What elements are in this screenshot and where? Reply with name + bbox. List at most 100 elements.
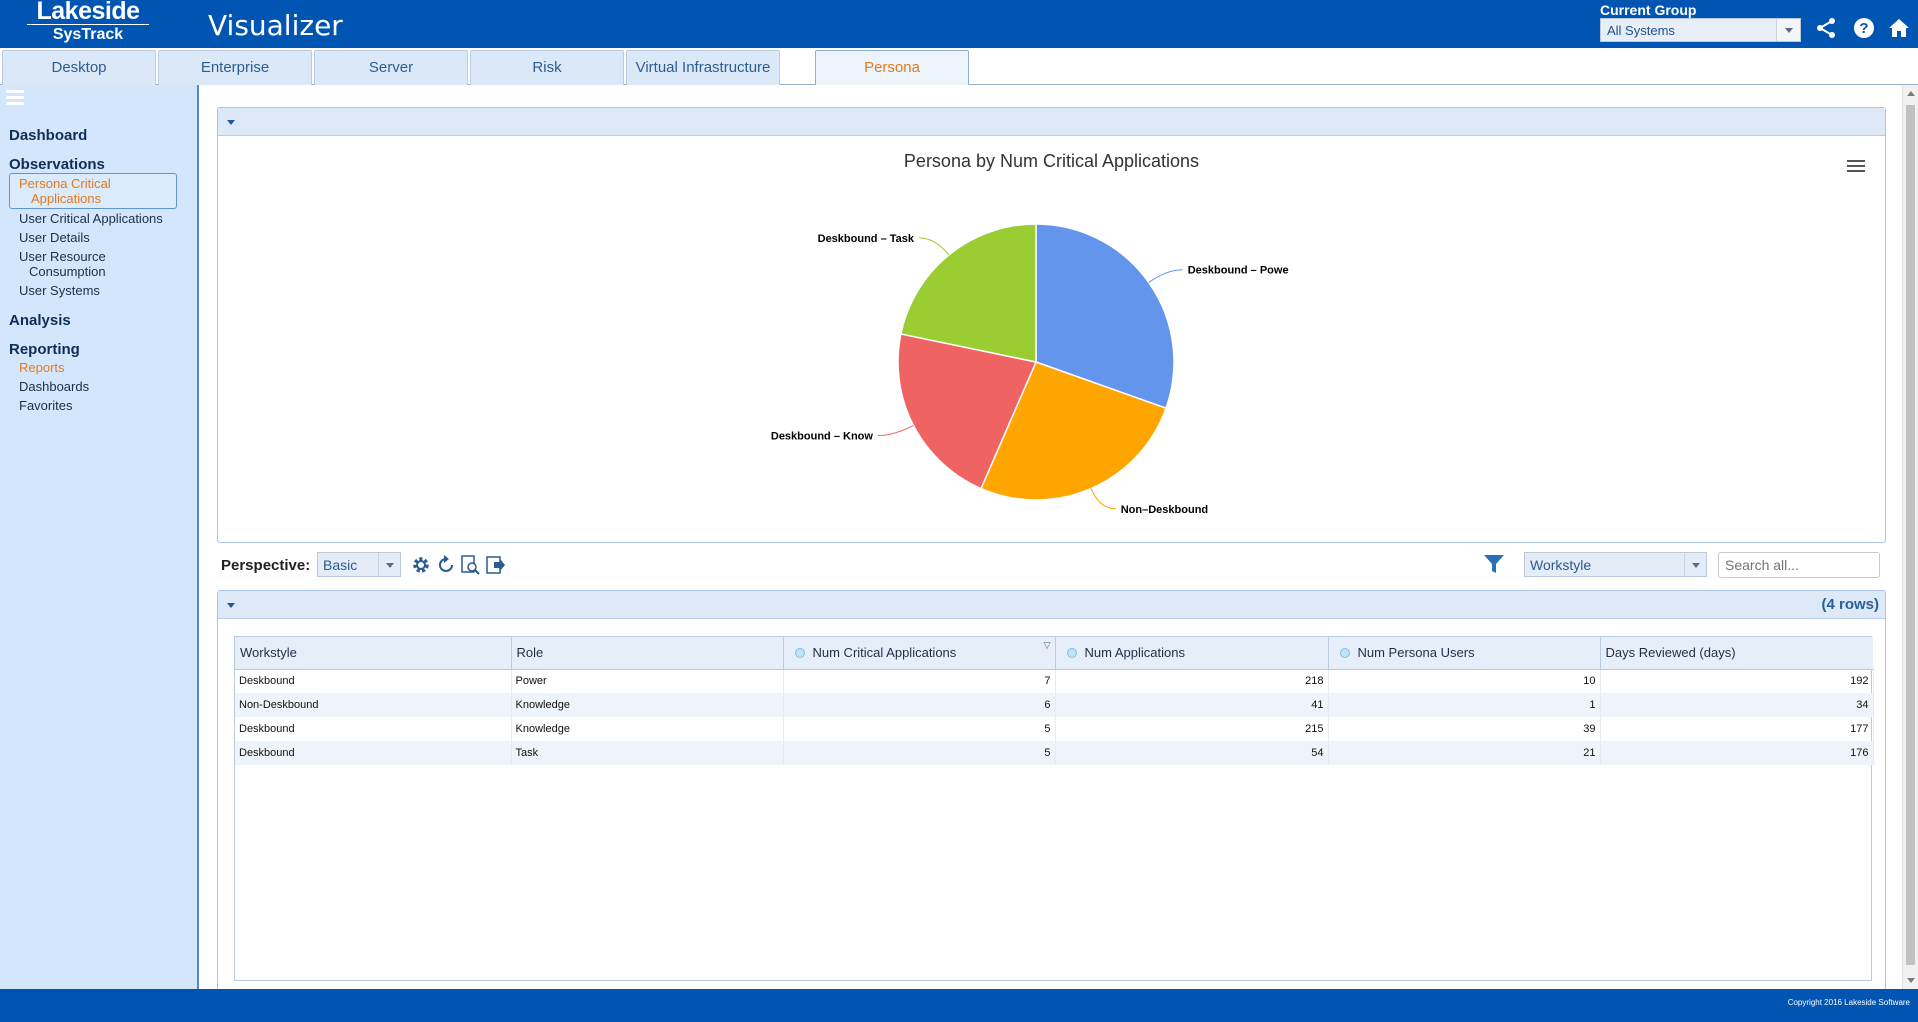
column-header-num-applications[interactable]: Num Applications xyxy=(1054,637,1329,670)
column-toggle-icon[interactable] xyxy=(794,648,805,659)
share-icon[interactable] xyxy=(1815,17,1837,39)
cell-num-persona-users: 21 xyxy=(1328,741,1601,765)
sidebar-item-user-systems[interactable]: User Systems xyxy=(19,283,100,298)
sidebar-item-favorites[interactable]: Favorites xyxy=(19,398,73,413)
tab-enterprise[interactable]: Enterprise xyxy=(158,50,312,85)
perspective-select[interactable]: Basic xyxy=(317,552,401,577)
pie-slice[interactable] xyxy=(980,361,1167,501)
workstyle-value: Workstyle xyxy=(1530,557,1592,573)
cell-workstyle: Deskbound xyxy=(235,669,512,693)
cell-num-persona-users: 10 xyxy=(1328,669,1601,693)
cell-days-reviewed: 176 xyxy=(1600,741,1874,765)
cell-role: Knowledge xyxy=(511,693,784,717)
hamburger-menu-icon[interactable] xyxy=(6,90,24,108)
sidebar-reporting[interactable]: Reporting xyxy=(9,341,80,358)
copyright-text: Copyright 2016 Lakeside Software xyxy=(1787,998,1910,1007)
perspective-label: Perspective: xyxy=(221,557,311,574)
current-group-select[interactable]: All Systems xyxy=(1600,18,1801,42)
pie-label: Deskbound – Task xyxy=(818,233,915,245)
current-group: Current Group All Systems xyxy=(1600,2,1801,42)
grid-panel-header: (4 rows) xyxy=(218,591,1885,619)
sidebar-observations[interactable]: Observations xyxy=(9,156,105,173)
scroll-up-icon[interactable] xyxy=(1907,91,1915,96)
pie-chart: Deskbound – Powe Non–Deskbound Deskbound –… xyxy=(771,223,1289,516)
sidebar-item-reports[interactable]: Reports xyxy=(19,360,65,375)
tab-virtual-infrastructure[interactable]: Virtual Infrastructure xyxy=(626,50,780,85)
chevron-down-icon[interactable] xyxy=(1684,553,1706,576)
chevron-down-icon[interactable] xyxy=(378,553,400,576)
sort-descending-icon[interactable]: ▽ xyxy=(1043,640,1051,650)
column-header-num-critical-applications[interactable]: Num Critical Applications ▽ xyxy=(782,637,1056,670)
collapse-caret-icon[interactable] xyxy=(227,120,235,125)
cell-num-applications: 41 xyxy=(1055,693,1329,717)
column-header-num-persona-users[interactable]: Num Persona Users xyxy=(1327,637,1601,670)
pie-slice[interactable] xyxy=(1035,223,1175,410)
svg-text:?: ? xyxy=(1859,20,1868,37)
sidebar-item-label: User Resource xyxy=(19,249,106,264)
refresh-icon[interactable] xyxy=(435,554,457,576)
tab-server[interactable]: Server xyxy=(314,50,468,85)
cell-role: Knowledge xyxy=(511,717,784,741)
chevron-down-icon[interactable] xyxy=(1776,19,1800,41)
pie-connector-line xyxy=(919,237,950,256)
pie-connector-line xyxy=(1148,269,1183,283)
sidebar-item-user-critical-applications[interactable]: User Critical Applications xyxy=(19,211,163,226)
collapse-caret-icon[interactable] xyxy=(227,603,235,608)
sidebar-dashboard[interactable]: Dashboard xyxy=(9,127,88,144)
chart-menu-icon[interactable] xyxy=(1847,160,1865,174)
column-toggle-icon[interactable] xyxy=(1066,648,1077,659)
cell-days-reviewed: 192 xyxy=(1600,669,1874,693)
cell-num-critical-applications: 5 xyxy=(783,741,1056,765)
logo-text-top: Lakeside xyxy=(27,0,149,25)
cell-days-reviewed: 34 xyxy=(1600,693,1874,717)
cell-num-critical-applications: 7 xyxy=(783,669,1056,693)
cell-num-persona-users: 1 xyxy=(1328,693,1601,717)
column-header-days-reviewed[interactable]: Days Reviewed (days) xyxy=(1599,637,1873,670)
table-row[interactable]: Deskbound Knowledge 5 215 39 177 xyxy=(235,717,1874,741)
cell-workstyle: Deskbound xyxy=(235,717,512,741)
column-header-workstyle[interactable]: Workstyle xyxy=(235,637,512,670)
sidebar-active-item-box xyxy=(9,173,177,209)
search-input[interactable] xyxy=(1718,552,1880,578)
app-header: Lakeside SysTrack Visualizer Current Gro… xyxy=(0,0,1918,48)
column-header-role[interactable]: Role xyxy=(510,637,784,670)
pie-connector-line xyxy=(1090,488,1116,510)
sidebar-item-user-details[interactable]: User Details xyxy=(19,230,90,245)
main-content: Persona by Num Critical Applications Des… xyxy=(201,85,1902,992)
cell-num-critical-applications: 6 xyxy=(783,693,1056,717)
cell-workstyle: Non-Deskbound xyxy=(235,693,512,717)
export-icon[interactable] xyxy=(484,554,506,576)
gear-icon[interactable] xyxy=(410,554,432,576)
table-row[interactable]: Deskbound Power 7 218 10 192 xyxy=(235,669,1874,693)
tab-risk[interactable]: Risk xyxy=(470,50,624,85)
column-toggle-icon[interactable] xyxy=(1339,648,1350,659)
logo[interactable]: Lakeside SysTrack xyxy=(27,0,149,46)
chart-panel-header xyxy=(218,108,1885,136)
sidebar-analysis[interactable]: Analysis xyxy=(9,312,71,329)
tab-persona[interactable]: Persona xyxy=(815,50,969,85)
workstyle-select[interactable]: Workstyle xyxy=(1524,552,1707,577)
help-icon[interactable]: ? xyxy=(1853,17,1875,39)
print-preview-icon[interactable] xyxy=(459,554,481,576)
cell-num-applications: 218 xyxy=(1055,669,1329,693)
cell-days-reviewed: 177 xyxy=(1600,717,1874,741)
sidebar-item-persona-critical-applications[interactable]: Persona Critical Applications xyxy=(19,176,111,206)
chart-panel: Persona by Num Critical Applications Des… xyxy=(217,107,1886,543)
main-scrollbar[interactable] xyxy=(1902,85,1918,989)
grid-toolbar: Perspective: Basic Workstyle xyxy=(221,549,1881,579)
table-row[interactable]: Non-Deskbound Knowledge 6 41 1 34 xyxy=(235,693,1874,717)
table-row[interactable]: Deskbound Task 5 54 21 176 xyxy=(235,741,1874,765)
home-icon[interactable] xyxy=(1888,17,1910,39)
filter-icon[interactable] xyxy=(1483,553,1505,575)
scroll-thumb[interactable] xyxy=(1906,105,1915,965)
pie-connector-line xyxy=(877,425,914,437)
pie-label: Deskbound – Powe xyxy=(1188,265,1289,277)
scroll-down-icon[interactable] xyxy=(1907,978,1915,983)
sidebar-item-user-resource-consumption[interactable]: User Resource Consumption xyxy=(19,249,106,279)
chart-title: Persona by Num Critical Applications xyxy=(903,151,1200,171)
cell-role: Power xyxy=(511,669,784,693)
sidebar-item-dashboards[interactable]: Dashboards xyxy=(19,379,90,394)
sidebar-item-label: Applications xyxy=(31,191,102,206)
current-group-label: Current Group xyxy=(1600,2,1697,18)
tab-desktop[interactable]: Desktop xyxy=(2,50,156,85)
